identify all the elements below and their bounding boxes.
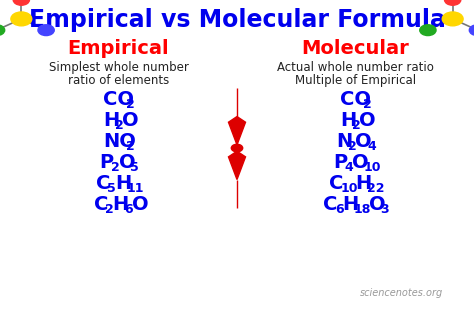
Circle shape [13,0,29,5]
Polygon shape [228,151,246,180]
Text: C: C [329,174,344,193]
Text: 2: 2 [111,161,120,174]
Text: 4: 4 [344,161,353,174]
Text: CO: CO [103,90,134,109]
Text: H: H [115,174,131,193]
Text: CO: CO [340,90,371,109]
Text: 5: 5 [107,182,116,195]
Text: Molecular: Molecular [301,39,410,58]
Text: H: H [340,111,356,130]
Text: 4: 4 [367,140,376,153]
Text: 10: 10 [341,182,358,195]
Text: Multiple of Empirical: Multiple of Empirical [295,74,416,87]
Text: 2: 2 [127,140,135,153]
Text: 2: 2 [105,203,114,216]
Text: O: O [369,195,385,214]
Text: N: N [337,132,353,151]
Text: Empirical vs Molecular Formula: Empirical vs Molecular Formula [28,9,446,32]
Text: 22: 22 [367,182,384,195]
Text: sciencenotes.org: sciencenotes.org [360,288,443,298]
Text: Empirical: Empirical [68,39,169,58]
Text: 2: 2 [348,140,357,153]
Text: 11: 11 [127,182,144,195]
Text: 6: 6 [335,203,344,216]
Text: H: H [342,195,358,214]
Text: 5: 5 [130,161,139,174]
Text: O: O [356,132,372,151]
Text: NO: NO [103,132,136,151]
Text: ratio of elements: ratio of elements [68,74,169,87]
Text: P: P [333,153,347,172]
Circle shape [11,12,32,26]
Text: O: O [122,111,139,130]
Circle shape [445,0,461,5]
Circle shape [231,144,243,152]
Text: O: O [359,111,376,130]
Circle shape [442,12,463,26]
Text: 6: 6 [124,203,133,216]
Text: Actual whole number ratio: Actual whole number ratio [277,61,434,74]
Text: C: C [96,174,110,193]
Text: 2: 2 [352,119,361,132]
Text: H: H [356,174,372,193]
Text: C: C [323,195,337,214]
Text: 18: 18 [354,203,371,216]
Text: P: P [100,153,114,172]
Text: O: O [132,195,148,214]
Text: Simplest whole number: Simplest whole number [48,61,189,74]
Polygon shape [228,117,246,145]
Circle shape [0,25,5,36]
Text: H: H [103,111,119,130]
Text: 2: 2 [127,98,135,111]
Circle shape [420,25,436,36]
Text: 10: 10 [364,161,381,174]
Text: 2: 2 [364,98,372,111]
Text: O: O [352,153,368,172]
Text: C: C [94,195,108,214]
Text: O: O [118,153,135,172]
Text: 2: 2 [115,119,124,132]
Text: 3: 3 [380,203,389,216]
Text: H: H [113,195,129,214]
Circle shape [38,25,54,36]
Circle shape [469,25,474,36]
